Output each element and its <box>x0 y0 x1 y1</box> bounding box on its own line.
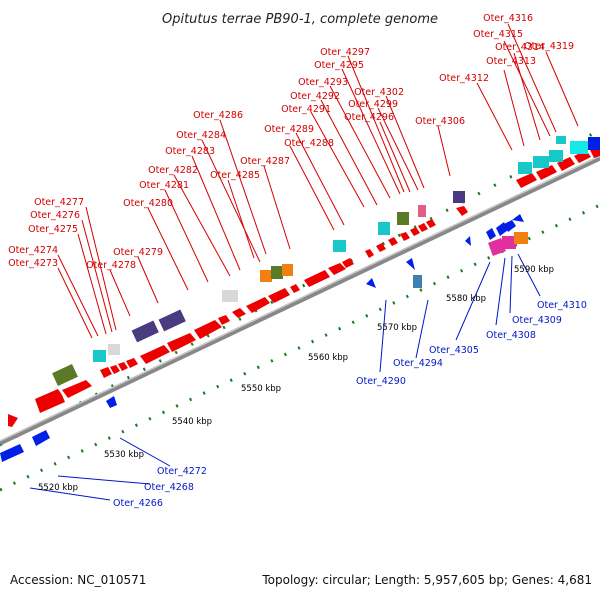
scale-label: 5590 kbp <box>514 265 554 275</box>
gene-label: Oter_4282 <box>148 165 198 176</box>
gene-label: Oter_4274 <box>8 245 58 256</box>
gene-label: Oter_4268 <box>144 482 194 493</box>
forward-leader-lines <box>57 23 579 339</box>
gene-label: Oter_4284 <box>176 130 226 141</box>
reverse-leader-lines <box>29 253 541 501</box>
gene-label: Oter_4305 <box>429 345 479 356</box>
gene-label: Oter_4283 <box>165 146 215 157</box>
backbone-highlight <box>0 155 600 442</box>
gene-label: Oter_4292 <box>290 91 340 102</box>
scale-label: 5570 kbp <box>377 323 417 333</box>
gene-label: Oter_4288 <box>284 138 334 149</box>
reverse-labels: Oter_4266 Oter_4268 Oter_4272 Oter_4290 … <box>113 300 587 509</box>
gene-label: Oter_4314 <box>495 42 545 53</box>
gene-label: Oter_4319 <box>524 41 574 52</box>
scale-labels: 5520 kbp 5530 kbp 5540 kbp 5550 kbp 5560… <box>38 265 554 493</box>
genome-backbone <box>0 155 600 446</box>
gene-label: Oter_4272 <box>157 466 207 477</box>
scale-label: 5560 kbp <box>308 353 348 363</box>
scale-label: 5550 kbp <box>241 384 281 394</box>
scale-label: 5540 kbp <box>172 417 212 427</box>
gene-label: Oter_4296 <box>344 112 394 123</box>
gene-label: Oter_4289 <box>264 124 314 135</box>
gene-label: Oter_4285 <box>210 170 260 181</box>
gene-label: Oter_4299 <box>348 99 398 110</box>
forward-features <box>52 136 600 386</box>
gene-label: Oter_4316 <box>483 13 533 24</box>
gene-label: Oter_4295 <box>314 60 364 71</box>
gene-label: Oter_4276 <box>30 210 80 221</box>
scale-label: 5580 kbp <box>446 294 486 304</box>
gene-label: Oter_4280 <box>123 198 173 209</box>
forward-labels: Oter_4273 Oter_4274 Oter_4275 Oter_4276 … <box>8 13 574 271</box>
gene-label: Oter_4291 <box>281 104 331 115</box>
reverse-features <box>413 232 528 288</box>
gene-label: Oter_4297 <box>320 47 370 58</box>
gene-label: Oter_4306 <box>415 116 465 127</box>
gene-label: Oter_4278 <box>86 260 136 271</box>
scale-label: 5520 kbp <box>38 483 78 493</box>
gene-label: Oter_4275 <box>28 224 78 235</box>
gene-label: Oter_4279 <box>113 247 163 258</box>
gene-label: Oter_4308 <box>486 330 536 341</box>
topology-text: Topology: circular; Length: 5,957,605 bp… <box>262 573 592 587</box>
gene-label: Oter_4277 <box>34 197 84 208</box>
gene-label: Oter_4266 <box>113 498 163 509</box>
map-title: Opitutus terrae PB90-1, complete genome <box>162 12 438 27</box>
gene-label: Oter_4286 <box>193 110 243 121</box>
scale-label: 5530 kbp <box>104 450 144 460</box>
gene-label: Oter_4293 <box>298 77 348 88</box>
forward-genes <box>8 146 600 427</box>
gene-label: Oter_4315 <box>473 29 523 40</box>
gene-label: Oter_4294 <box>393 358 443 369</box>
gene-label: Oter_4312 <box>439 73 489 84</box>
gene-label: Oter_4287 <box>240 156 290 167</box>
gene-label: Oter_4290 <box>356 376 406 387</box>
gene-label: Oter_4302 <box>354 87 404 98</box>
accession-text: Accession: NC_010571 <box>10 573 147 587</box>
gene-label: Oter_4309 <box>512 315 562 326</box>
gene-label: Oter_4313 <box>486 56 536 67</box>
reverse-genes <box>0 214 524 462</box>
gene-label: Oter_4310 <box>537 300 587 311</box>
gene-label: Oter_4273 <box>8 258 58 269</box>
gene-label: Oter_4281 <box>139 180 189 191</box>
